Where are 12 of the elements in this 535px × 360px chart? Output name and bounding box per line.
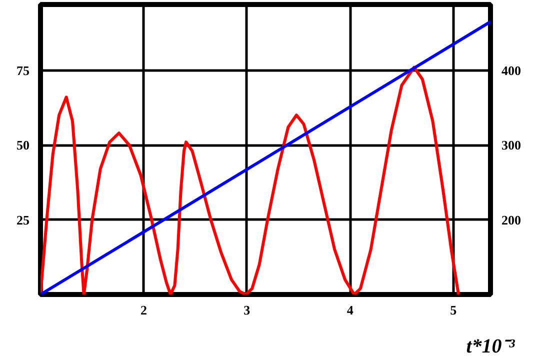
y2-tick-label: 200	[502, 212, 521, 228]
x-tick-label: 3	[244, 302, 251, 318]
y-tick-label: 25	[16, 212, 30, 228]
y-tick-label: 50	[16, 138, 30, 153]
x-tick-label: 5	[450, 302, 458, 318]
x-tick-label: 2	[140, 302, 147, 318]
y-tick-label: 75	[16, 62, 30, 78]
y2-tick-label: 300	[502, 138, 521, 153]
line-series	[40, 66, 460, 294]
x-tick-label: 4	[346, 302, 354, 318]
x-axis-title: t*10⁻³	[466, 336, 516, 358]
y2-tick-label: 400	[502, 62, 521, 78]
